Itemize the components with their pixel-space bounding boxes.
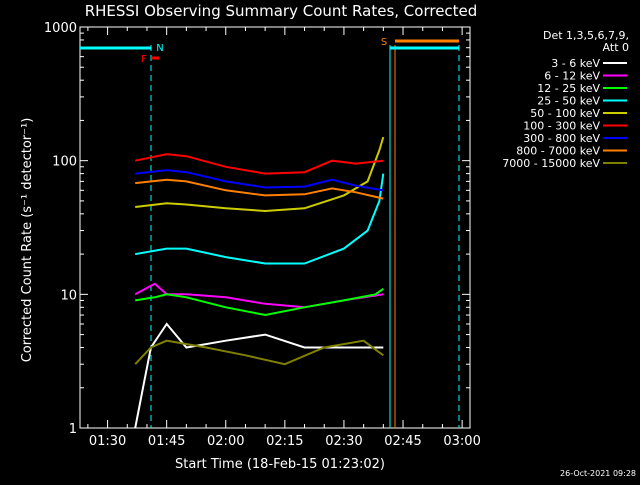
legend-label: 300 - 800 keV: [523, 132, 600, 145]
flag-label-f: F: [141, 54, 147, 65]
x-tick-label: 01:30: [89, 434, 126, 449]
x-tick-label: 02:30: [325, 434, 362, 449]
plot-frame: [79, 26, 471, 429]
legend-header: Det 1,3,5,6,7,9,: [543, 29, 629, 42]
series-line-2: [135, 287, 384, 317]
y-tick-label: 10: [60, 288, 77, 303]
legend-label: 7000 - 15000 keV: [502, 157, 600, 170]
series-line-3: [135, 173, 385, 265]
legend-label: 3 - 6 keV: [551, 57, 600, 70]
y-tick-label: 1: [69, 422, 77, 437]
x-tick-label: 02:15: [266, 434, 303, 449]
flag-label-s: S: [381, 37, 387, 48]
legend-label: 12 - 25 keV: [537, 82, 600, 95]
legend-label: 100 - 300 keV: [523, 120, 600, 133]
legend-header: Att 0: [603, 41, 629, 54]
legend-label: 6 - 12 keV: [544, 70, 600, 83]
plot-area: 1 10 100 1000 01:30 01:45 02:00 02:15 02:30 02:45…: [44, 21, 481, 449]
x-tick-label: 02:00: [207, 434, 244, 449]
y-tick-label: 100: [52, 155, 77, 170]
x-tick-label: 03:00: [443, 434, 480, 449]
chart-title: RHESSI Observing Summary Count Rates, Co…: [85, 2, 478, 20]
y-axis-label: Corrected Count Rate (s⁻¹ detector⁻¹): [20, 118, 35, 363]
series-line-4: [135, 136, 385, 213]
series-line-6: [135, 169, 384, 192]
series-line-5: [134, 153, 384, 175]
legend-label: 800 - 7000 keV: [516, 145, 600, 158]
legend-label: 50 - 100 keV: [530, 107, 600, 120]
series-line-7: [135, 178, 384, 200]
series-line-8: [134, 339, 384, 366]
timestamp: 26-Oct-2021 09:28: [560, 469, 636, 478]
y-tick-label: 1000: [44, 21, 77, 36]
legend-label: 25 - 50 keV: [537, 95, 600, 108]
x-tick-label: 01:45: [148, 434, 185, 449]
x-axis-label: Start Time (18-Feb-15 01:23:02): [175, 457, 385, 472]
flag-label-n: N: [156, 43, 163, 54]
x-tick-label: 02:45: [384, 434, 421, 449]
